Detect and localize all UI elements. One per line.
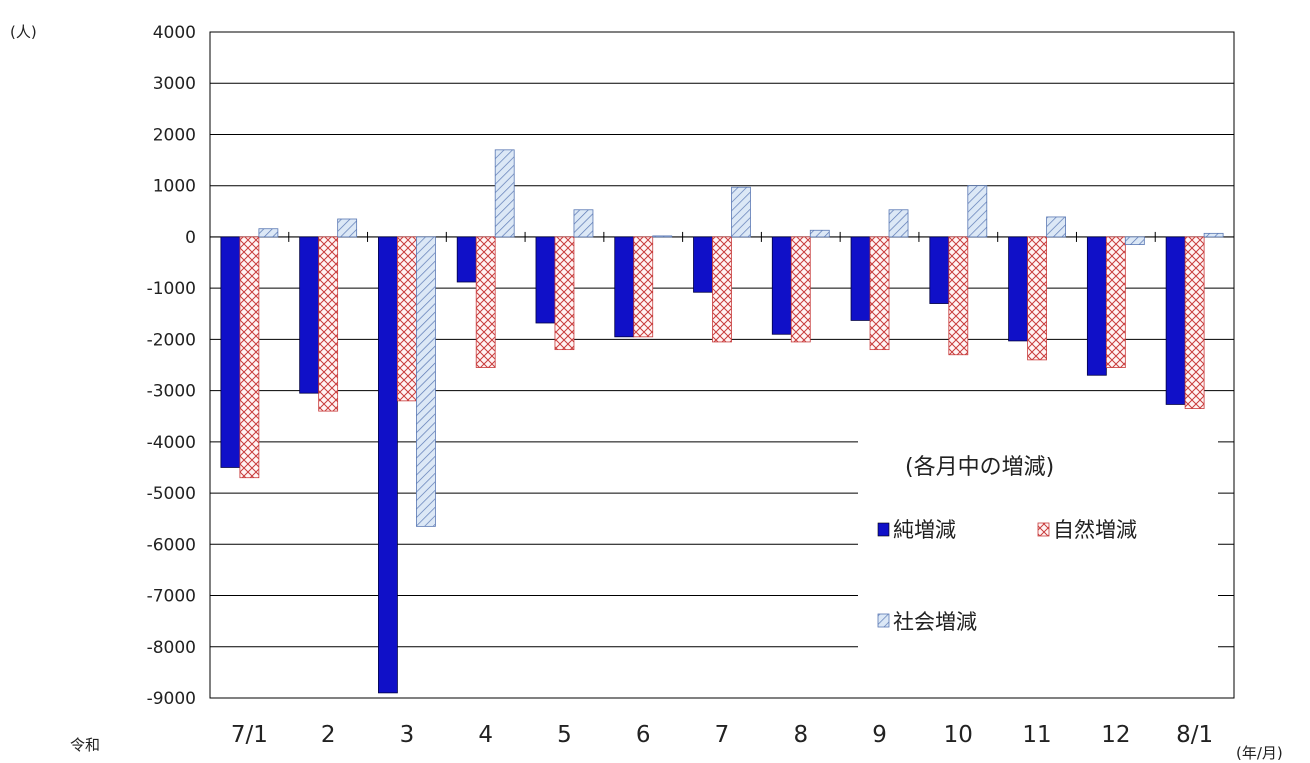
bar-social-5 (573, 209, 594, 238)
bar-social-1 (258, 228, 279, 238)
x-tick-label: 2 (321, 722, 336, 748)
bar-social-12 (1124, 236, 1145, 246)
x-axis-unit-label: (年/月) (1236, 744, 1283, 762)
bar-net-1 (220, 236, 241, 468)
bar-natural-11 (1027, 236, 1047, 361)
bar-social-11 (1046, 216, 1066, 238)
y-tick-label: -6000 (147, 535, 196, 555)
bar-social-8 (809, 229, 830, 238)
x-tick-label: 4 (478, 722, 493, 748)
bar-net-11 (1008, 236, 1028, 342)
bar-net-10 (929, 236, 950, 304)
bar-social-6 (652, 235, 673, 238)
y-tick-label: -8000 (147, 638, 196, 658)
legend-swatch-social (877, 613, 890, 628)
legend-label-natural: 自然増減 (1053, 518, 1137, 542)
legend-label-social: 社会増減 (893, 610, 977, 634)
y-tick-label: -3000 (147, 382, 196, 402)
y-tick-label: 1000 (153, 177, 196, 197)
y-tick-label: -4000 (147, 433, 196, 453)
legend-label-net: 純増減 (893, 518, 956, 542)
y-tick-label: -1000 (147, 279, 196, 299)
x-tick-label: 9 (872, 722, 887, 748)
bar-natural-6 (633, 236, 654, 338)
x-tick-label: 3 (400, 722, 415, 748)
y-tick-label: 3000 (153, 74, 196, 94)
y-tick-label: -7000 (147, 587, 196, 607)
bar-natural-4 (475, 236, 496, 368)
bar-social-9 (888, 209, 909, 238)
bar-natural-5 (554, 236, 575, 351)
legend-background (858, 440, 1218, 674)
bar-social-13 (1203, 232, 1224, 238)
x-tick-label: 10 (944, 722, 973, 748)
bar-social-4 (494, 149, 515, 238)
y-tick-label: 4000 (153, 23, 196, 43)
x-tick-label: 8 (793, 722, 808, 748)
y-tick-label: 0 (185, 228, 196, 248)
bar-net-7 (693, 236, 713, 293)
legend-title: (各月中の増減) (905, 455, 1054, 480)
bar-social-2 (337, 218, 358, 238)
bar-net-13 (1165, 236, 1186, 405)
bar-net-12 (1086, 236, 1107, 376)
tick-labels: 4000 3000 2000 1000 0 -1000 -2000 -3000 -4000 -50… (147, 23, 1214, 748)
x-tick-label: 7/1 (231, 722, 268, 748)
bar-net-6 (614, 236, 635, 338)
bar-social-7 (731, 186, 751, 238)
bar-net-5 (535, 236, 556, 324)
x-tick-label: 11 (1022, 722, 1051, 748)
bar-natural-8 (790, 236, 811, 343)
x-tick-label: 8/1 (1176, 722, 1213, 748)
bar-natural-10 (948, 236, 969, 356)
bar-net-9 (850, 236, 871, 321)
legend-swatch-natural (1037, 522, 1050, 537)
bar-natural-9 (869, 236, 890, 351)
bar-natural-7 (712, 236, 732, 343)
y-tick-label: -2000 (147, 330, 196, 350)
legend: (各月中の増減) 純増減 自然増減 社会増減 (858, 440, 1218, 674)
y-tick-label: -9000 (147, 689, 196, 709)
bar-natural-1 (239, 236, 260, 479)
y-tick-label: 2000 (153, 125, 196, 145)
bar-social-10 (967, 185, 988, 238)
x-axis-era-label: 令和 (70, 736, 100, 754)
x-tick-label: 12 (1101, 722, 1130, 748)
y-tick-label: -5000 (147, 484, 196, 504)
bar-natural-3 (397, 236, 417, 402)
bar-net-4 (456, 236, 477, 283)
y-axis-unit-label: (人) (10, 23, 37, 41)
bar-net-8 (771, 236, 792, 335)
bar-net-3 (378, 236, 398, 694)
bar-natural-13 (1184, 236, 1205, 409)
bar-natural-12 (1105, 236, 1126, 368)
legend-swatch-net (877, 522, 890, 537)
bar-social-3 (416, 236, 436, 527)
plot-frame (209, 31, 1235, 699)
bar-natural-2 (318, 236, 339, 412)
x-tick-label: 5 (557, 722, 572, 748)
x-tick-label: 6 (636, 722, 651, 748)
bars (220, 149, 1224, 694)
bar-net-2 (299, 236, 320, 394)
x-tick-label: 7 (715, 722, 730, 748)
